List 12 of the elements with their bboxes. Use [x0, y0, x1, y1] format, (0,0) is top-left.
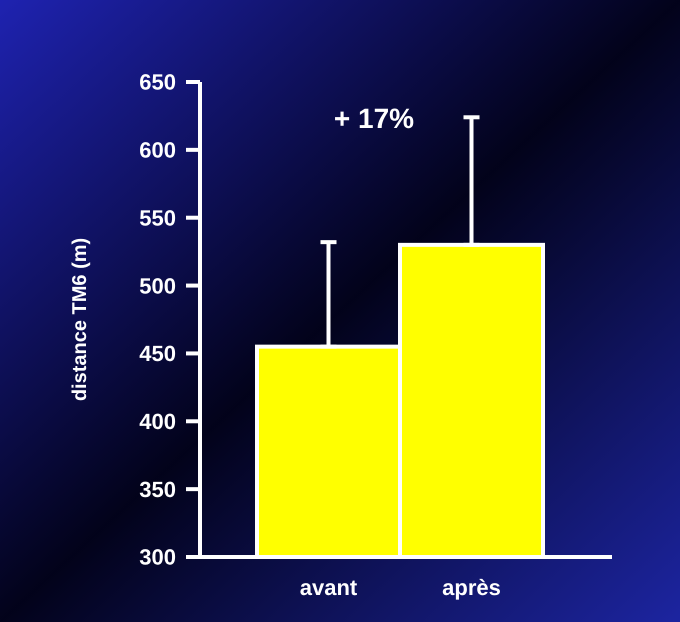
y-tick-label: 350 — [139, 476, 176, 502]
y-tick-label: 450 — [139, 341, 176, 366]
y-tick-label: 650 — [139, 70, 176, 95]
y-axis-title: distance TM6 (m) — [69, 238, 91, 402]
y-tick-label: 600 — [139, 138, 176, 163]
y-tick-label: 550 — [139, 205, 176, 230]
x-tick-label: après — [442, 575, 501, 600]
y-tick-label: 300 — [139, 544, 176, 570]
y-tick-label: 500 — [139, 273, 176, 298]
y-tick-label: 400 — [139, 408, 176, 434]
annotation: + 17% — [334, 103, 414, 134]
x-tick-label: avant — [300, 575, 358, 600]
